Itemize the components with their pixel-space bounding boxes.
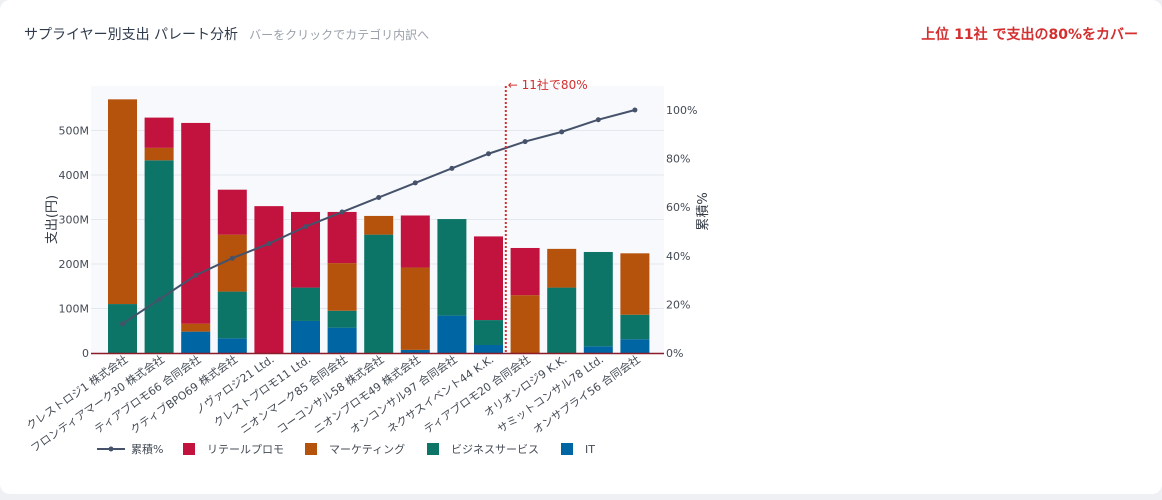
bar-segment[interactable] <box>620 314 650 340</box>
bar-segment[interactable] <box>437 219 467 316</box>
bar-segment[interactable] <box>400 215 430 268</box>
y2-tick-label: 0% <box>666 347 683 360</box>
bar-segment[interactable] <box>181 331 211 353</box>
bar-segment[interactable] <box>327 327 357 353</box>
bar-segment[interactable] <box>327 263 357 311</box>
bar-segment[interactable] <box>620 253 650 315</box>
bar-segment[interactable] <box>327 310 357 328</box>
bar-segment[interactable] <box>144 160 174 353</box>
cumulative-point <box>632 107 638 113</box>
bar-segment[interactable] <box>583 346 613 353</box>
bar-segment[interactable] <box>474 320 503 345</box>
y-tick-label: 200M <box>59 258 90 271</box>
cumulative-point <box>120 321 125 327</box>
legend-swatch[interactable] <box>183 443 195 455</box>
y2-axis-title: 累積% <box>696 192 711 230</box>
bar-segment[interactable] <box>474 236 503 321</box>
threshold-annotation: ← 11社で80% <box>508 77 588 92</box>
chart-title: サプライヤー別支出 パレート分析 <box>24 27 239 43</box>
legend-label[interactable]: IT <box>585 443 595 456</box>
cumulative-point <box>522 139 528 145</box>
legend-swatch[interactable] <box>561 443 573 455</box>
legend-label[interactable]: リテールプロモ <box>207 443 284 456</box>
cumulative-point <box>449 165 455 171</box>
bar-segment[interactable] <box>144 147 174 161</box>
bar-segment[interactable] <box>144 117 174 148</box>
cumulative-point <box>412 180 418 186</box>
cumulative-point <box>193 272 199 278</box>
bar-segment[interactable] <box>364 215 394 235</box>
bar-segment[interactable] <box>364 234 394 353</box>
y-tick-label: 500M <box>59 125 90 138</box>
y2-tick-label: 40% <box>666 250 690 263</box>
bar-segment[interactable] <box>291 320 320 353</box>
cumulative-point <box>595 117 601 123</box>
bar-segment[interactable] <box>181 122 211 324</box>
bar-segment[interactable] <box>400 349 430 353</box>
bar-segment[interactable] <box>217 291 247 339</box>
y-axis-title: 支出(円) <box>45 195 60 244</box>
y2-tick-label: 60% <box>666 201 690 214</box>
cumulative-point <box>376 194 382 200</box>
bar-segment[interactable] <box>547 248 577 288</box>
bar-segment[interactable] <box>291 287 320 321</box>
coverage-callout: 上位 11社 で支出の80%をカバー <box>921 27 1138 43</box>
bar-segment[interactable] <box>108 304 137 353</box>
y2-tick-label: 20% <box>666 298 690 311</box>
y2-tick-label: 80% <box>666 153 690 166</box>
bar-segment[interactable] <box>400 267 430 350</box>
y-tick-label: 300M <box>59 214 90 227</box>
legend-label[interactable]: ビジネスサービス <box>451 443 539 456</box>
cumulative-point <box>303 224 308 230</box>
bar-segment[interactable] <box>547 287 577 353</box>
cumulative-point <box>266 241 272 247</box>
legend-swatch[interactable] <box>305 443 317 455</box>
bar-segment[interactable] <box>108 99 137 305</box>
bar-segment[interactable] <box>437 315 467 353</box>
y2-tick-label: 100% <box>666 104 697 117</box>
legend-label[interactable]: 累積% <box>131 442 163 456</box>
cumulative-point <box>486 151 491 157</box>
bar-segment[interactable] <box>217 189 247 235</box>
cumulative-point <box>339 209 345 215</box>
cumulative-point <box>559 129 565 135</box>
bar-segment[interactable] <box>510 295 540 353</box>
bar-segment[interactable] <box>474 344 503 353</box>
bar-segment[interactable] <box>181 323 211 332</box>
cumulative-point <box>156 297 162 303</box>
chart-header: サプライヤー別支出 パレート分析 バーをクリックでカテゴリ内訳へ 上位 11社 … <box>24 24 1138 46</box>
legend-label[interactable]: マーケティング <box>329 442 405 456</box>
bar-segment[interactable] <box>620 339 650 353</box>
y-tick-label: 400M <box>59 169 90 182</box>
legend-swatch[interactable] <box>427 443 439 455</box>
bar-segment[interactable] <box>254 206 284 353</box>
cumulative-point <box>229 255 235 261</box>
bar-segment[interactable] <box>583 251 613 347</box>
bar-segment[interactable] <box>217 338 247 353</box>
y-tick-label: 100M <box>59 303 90 316</box>
bar-segment[interactable] <box>510 247 540 296</box>
chart-subtitle: バーをクリックでカテゴリ内訳へ <box>249 28 430 42</box>
y-tick-label: 0 <box>82 347 89 360</box>
legend-swatch-point <box>108 446 114 452</box>
bar-segment[interactable] <box>327 211 357 264</box>
